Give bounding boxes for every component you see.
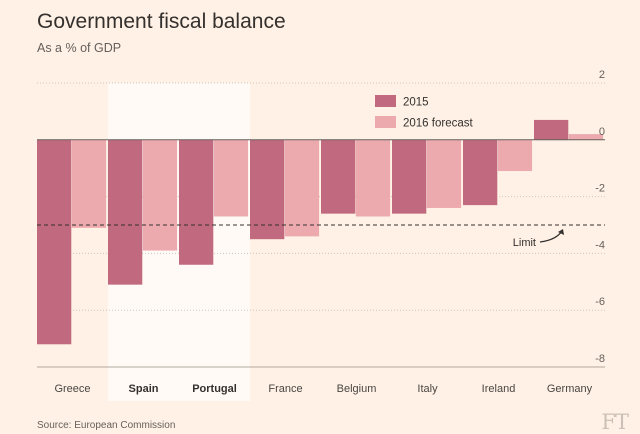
bar-2016-forecast-belgium [355,139,391,217]
chart-title: Government fiscal balance [37,10,286,33]
bar-2015-greece [37,139,72,345]
bar-2015-france [250,139,285,240]
y-tick-label: 2 [599,69,605,81]
y-tick-label: -4 [595,239,605,251]
bar-2015-belgium [321,139,356,214]
chart-subtitle: As a % of GDP [37,41,122,55]
bar-2015-germany [534,119,569,140]
x-tick-label: Greece [54,383,90,395]
y-tick-label: -8 [595,353,605,365]
legend-label: 2015 [403,97,429,109]
x-tick-label: Portugal [192,383,237,395]
x-tick-label: France [268,383,302,395]
legend-swatch [375,95,396,107]
bar-2015-spain [108,139,143,285]
limit-label: Limit [513,237,536,249]
bar-2016-forecast-greece [71,139,107,228]
limit-arrowhead [558,229,564,235]
bar-2016-forecast-portugal [213,139,249,217]
bar-2015-portugal [179,139,214,265]
limit-arrow [539,230,563,243]
bar-2016-forecast-italy [426,139,462,208]
bar-2015-italy [392,139,427,214]
ft-logo: FT [601,410,629,434]
bar-2016-forecast-spain [142,139,178,251]
x-tick-label: Spain [129,383,159,395]
x-tick-label: Italy [417,383,438,395]
y-tick-label: -6 [595,296,605,308]
legend-swatch [375,116,396,128]
bar-2016-forecast-france [284,139,320,237]
x-tick-label: Germany [547,383,593,395]
x-tick-label: Ireland [482,383,516,395]
source-note: Source: European Commission [37,420,176,431]
x-tick-label: Belgium [337,383,377,395]
bar-2016-forecast-ireland [497,139,533,172]
y-tick-label: 0 [599,126,605,138]
y-tick-label: -2 [595,183,605,195]
bar-2015-ireland [463,139,498,206]
bar-2016-forecast-germany [568,134,604,140]
legend-label: 2016 forecast [403,118,473,130]
